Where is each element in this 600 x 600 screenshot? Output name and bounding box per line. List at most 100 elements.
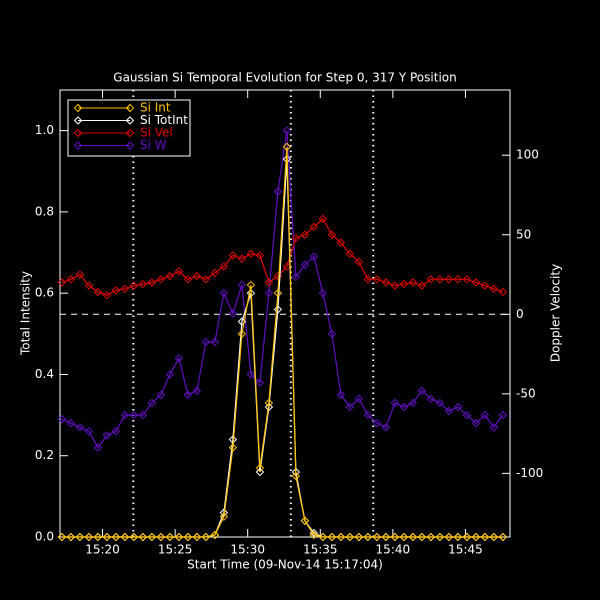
plot-frame	[59, 89, 511, 538]
data-point	[309, 252, 319, 261]
data-point	[318, 214, 328, 224]
data-point	[210, 337, 220, 347]
data-point	[435, 275, 445, 284]
legend-marker	[125, 128, 135, 138]
data-point	[399, 402, 409, 412]
data-point	[309, 222, 319, 232]
data-point	[147, 398, 157, 408]
data-point	[129, 532, 139, 542]
data-point	[327, 532, 337, 542]
data-point	[363, 410, 373, 420]
data-point	[282, 142, 292, 152]
data-point	[453, 275, 463, 284]
data-point	[480, 532, 490, 542]
data-point	[462, 532, 472, 542]
data-point	[156, 390, 166, 399]
data-point	[489, 423, 499, 432]
x-tick-label: 15:40	[376, 543, 411, 557]
data-point	[318, 532, 328, 542]
data-point	[489, 532, 499, 542]
data-point	[246, 370, 256, 379]
data-point	[327, 329, 337, 339]
data-point	[291, 272, 301, 282]
data-point	[417, 532, 427, 542]
data-point	[129, 281, 139, 290]
data-point	[345, 532, 355, 542]
data-point	[120, 410, 130, 420]
data-point	[237, 280, 247, 290]
data-point	[300, 230, 310, 239]
y2-tick-label: -100	[516, 466, 543, 480]
y-tick-label: 0.8	[35, 204, 54, 218]
x-tick-label: 15:30	[230, 543, 265, 557]
data-point	[84, 532, 94, 542]
legend-marker	[73, 116, 83, 125]
y2-axis-label: Doppler Velocity	[549, 264, 563, 362]
data-point	[372, 275, 382, 284]
data-point	[498, 532, 508, 542]
data-point	[57, 278, 67, 287]
data-point	[480, 281, 490, 290]
data-point	[408, 532, 418, 542]
data-point	[264, 398, 274, 408]
data-point	[408, 398, 418, 408]
y2-tick-label: 50	[516, 227, 531, 241]
data-point	[381, 278, 391, 287]
data-point	[399, 279, 409, 289]
data-point	[372, 419, 382, 428]
series-line	[61, 217, 504, 296]
data-point	[381, 532, 391, 542]
data-point	[363, 275, 373, 284]
data-point	[480, 410, 490, 420]
data-point	[489, 284, 499, 294]
data-point	[300, 260, 310, 269]
data-point	[138, 532, 148, 542]
y-tick-label: 0.4	[35, 367, 54, 381]
data-point	[363, 532, 373, 542]
y-tick-label: 0.6	[35, 286, 54, 300]
data-point	[426, 275, 436, 284]
legend-marker	[73, 141, 83, 150]
data-point	[264, 278, 274, 287]
data-point	[237, 329, 247, 339]
data-point	[183, 275, 193, 284]
data-point	[201, 275, 211, 284]
data-point	[471, 278, 481, 287]
data-point	[255, 251, 265, 260]
data-point	[57, 414, 67, 424]
data-point	[93, 532, 103, 542]
data-point	[453, 402, 463, 412]
legend-label: Si TotInt	[140, 113, 188, 127]
data-point	[183, 390, 193, 399]
data-point	[282, 262, 292, 271]
data-point	[372, 532, 382, 542]
data-point	[210, 268, 220, 278]
x-tick-label: 15:25	[158, 543, 193, 557]
data-point	[156, 532, 166, 542]
data-point	[345, 249, 355, 259]
data-point	[390, 398, 400, 408]
data-point	[66, 275, 76, 284]
data-point	[264, 288, 274, 298]
data-point	[174, 353, 184, 363]
data-point	[228, 251, 238, 260]
y2-tick-label: 0	[516, 307, 524, 321]
data-point	[102, 290, 112, 300]
data-point	[390, 281, 400, 290]
data-point	[192, 271, 202, 281]
data-point	[282, 126, 292, 135]
y-tick-label: 0.2	[35, 448, 54, 462]
data-point	[426, 394, 436, 404]
legend-label: Si Int	[140, 101, 171, 115]
data-point	[84, 281, 94, 290]
data-point	[471, 532, 481, 542]
data-point	[66, 532, 76, 542]
data-point	[300, 516, 310, 525]
data-point	[498, 410, 508, 420]
data-point	[345, 402, 355, 412]
data-point	[354, 394, 364, 404]
data-point	[291, 233, 301, 243]
data-point	[255, 463, 265, 473]
data-point	[120, 532, 130, 542]
